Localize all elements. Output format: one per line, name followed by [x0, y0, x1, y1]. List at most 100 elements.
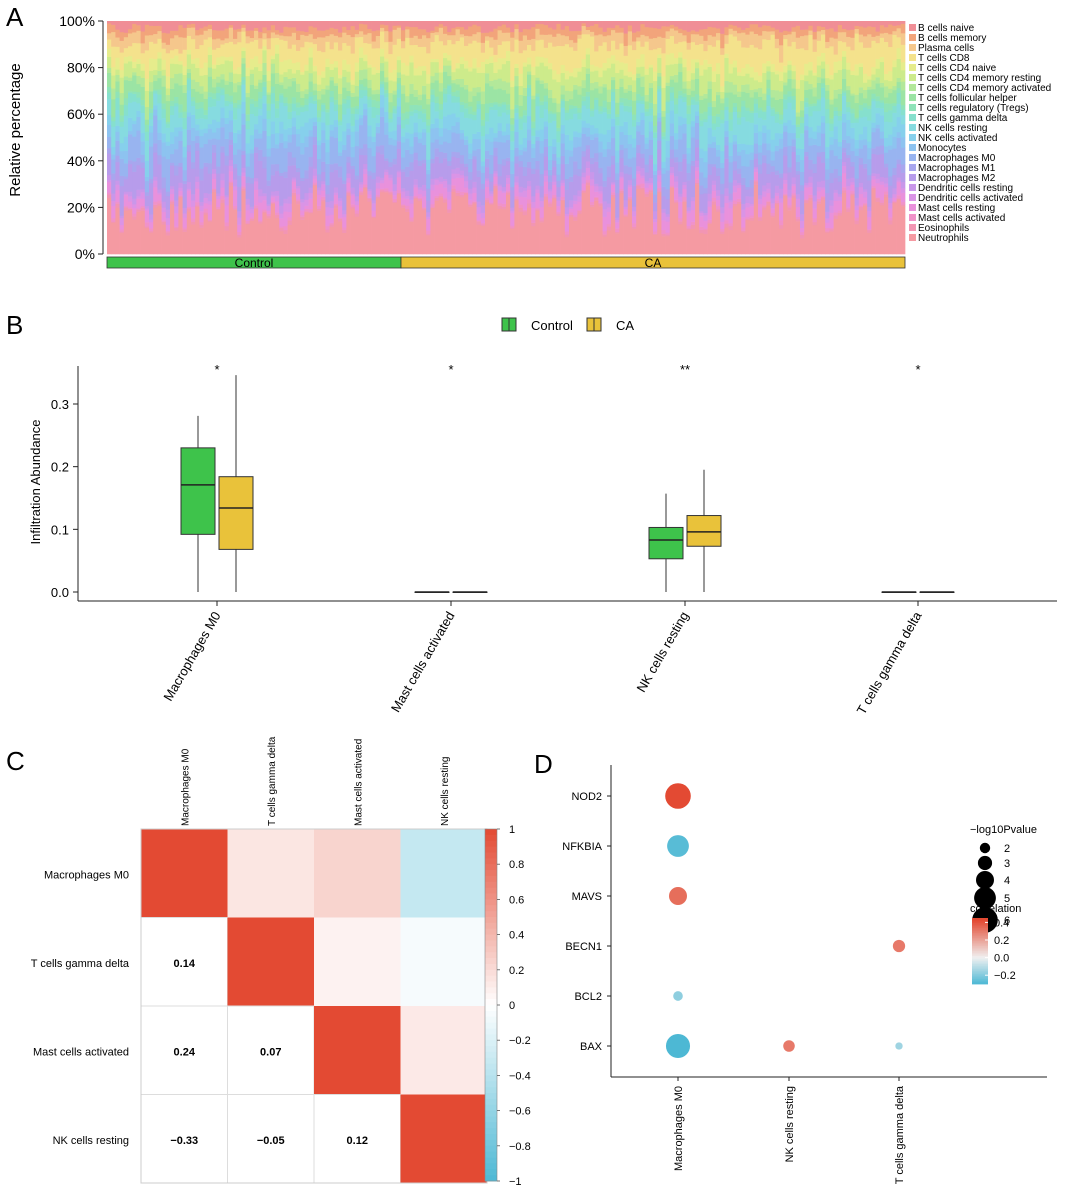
panel-a-bar-segment — [556, 196, 561, 201]
panel-a-bar-segment — [627, 198, 633, 201]
panel-a-bar-segment — [107, 92, 112, 100]
panel-a-bar-segment — [611, 137, 616, 156]
panel-a-bar-segment — [678, 63, 683, 73]
panel-a-bar-segment — [611, 181, 616, 184]
panel-a-bar-segment — [900, 114, 906, 125]
panel-a-bar-segment — [514, 63, 519, 69]
panel-a-bar-segment — [846, 178, 851, 187]
panel-a-bar-segment — [182, 180, 188, 184]
panel-a-bar-segment — [165, 76, 171, 89]
panel-a-bar-segment — [333, 82, 339, 86]
panel-a-bar-segment — [598, 113, 603, 134]
panel-a-bar-segment — [686, 163, 692, 173]
panel-a-bar-segment — [703, 193, 708, 213]
panel-a-bar-segment — [850, 93, 855, 96]
panel-a-bar-segment — [552, 175, 557, 182]
panel-a-bar-segment — [896, 28, 902, 38]
panel-a-bar-segment — [165, 88, 171, 96]
panel-a-bar-segment — [153, 89, 158, 92]
size-legend-dot — [979, 842, 991, 854]
panel-a-bar-segment — [392, 130, 398, 140]
panel-a-bar-segment — [829, 79, 834, 100]
panel-a-bar-segment — [648, 115, 654, 122]
panel-a-bar-segment — [485, 199, 490, 203]
panel-a-bar-segment — [472, 138, 477, 151]
color-legend-step — [972, 972, 988, 975]
panel-a-bar-segment — [233, 167, 238, 180]
panel-a-bar-segment — [737, 203, 742, 255]
panel-a-bar-segment — [249, 84, 255, 99]
panel-a-bar-segment — [392, 145, 398, 159]
panel-a-bar-segment — [514, 156, 519, 164]
panel-a-bar-segment — [506, 160, 511, 176]
panel-a-bar-segment — [669, 52, 675, 65]
panel-a-bar-segment — [531, 26, 536, 39]
panel-a-bar-segment — [443, 152, 448, 159]
panel-a-bar-segment — [153, 207, 158, 255]
panel-a-bar-segment — [678, 21, 683, 29]
panel-a-bar-segment — [669, 166, 675, 174]
panel-a-bar-segment — [161, 187, 167, 202]
panel-a-bar-segment — [262, 45, 267, 51]
panel-a-bar-segment — [888, 197, 893, 204]
panel-a-bar-segment — [182, 92, 188, 112]
panel-a-bar-segment — [321, 130, 326, 143]
panel-a-bar-segment — [401, 74, 406, 86]
panel-a-bar-segment — [165, 33, 171, 45]
panel-a-bar-segment — [669, 86, 675, 93]
panel-a-bar-segment — [275, 100, 280, 109]
panel-a-bar-segment — [623, 216, 629, 255]
panel-a-bar-segment — [144, 131, 150, 141]
panel-a-bar-segment — [266, 135, 272, 149]
colorbar-step — [485, 1093, 497, 1100]
panel-a-bar-segment — [724, 131, 729, 137]
panel-a-bar-segment — [291, 117, 297, 127]
panel-a-bar-segment — [522, 187, 528, 191]
panel-a-bar-segment — [800, 214, 805, 221]
panel-a-bar-segment — [371, 136, 377, 142]
panel-a-bar-segment — [535, 136, 540, 141]
panel-a-bar-segment — [556, 127, 561, 132]
panel-a-bar-segment — [896, 159, 902, 165]
panel-a-bar-segment — [863, 204, 868, 206]
panel-a-bar-segment — [867, 147, 872, 160]
panel-a-bar-segment — [728, 199, 734, 202]
panel-a-bar-segment — [875, 96, 881, 102]
panel-a-bar-segment — [270, 147, 276, 165]
panel-a-bar-segment — [417, 138, 423, 144]
panel-a-bar-segment — [653, 233, 658, 235]
panel-a-bar-segment — [254, 209, 259, 255]
panel-a-bar-segment — [170, 63, 175, 79]
panel-a-bar-segment — [275, 163, 280, 172]
panel-a-bar-segment — [283, 203, 288, 212]
panel-a-bar-segment — [699, 157, 704, 173]
panel-a-bar-segment — [426, 53, 431, 75]
panel-a-bar-segment — [220, 117, 225, 128]
panel-a-bar-segment — [590, 139, 595, 158]
panel-a-bar-segment — [657, 21, 662, 29]
panel-a-bar-segment — [879, 99, 885, 103]
panel-a-bar-segment — [119, 215, 125, 219]
panel-a-bar-segment — [800, 100, 805, 111]
panel-a-bar-segment — [573, 67, 578, 78]
panel-a-bar-segment — [581, 96, 587, 102]
panel-a-bar-segment — [325, 35, 330, 42]
panel-a-bar-segment — [161, 207, 167, 213]
panel-a-bar-segment — [472, 192, 477, 202]
panel-a-bar-segment — [791, 195, 797, 198]
colorbar-step — [485, 917, 497, 924]
panel-a-bar-segment — [207, 173, 213, 194]
panel-a-bar-segment — [258, 138, 263, 150]
panel-a-bar-segment — [850, 29, 855, 38]
panel-a-bar-segment — [598, 111, 603, 114]
panel-a-bar-segment — [296, 167, 301, 173]
panel-a-bar-segment — [514, 198, 519, 201]
panel-a-bar-segment — [178, 21, 183, 26]
panel-a-bar-segment — [497, 130, 503, 143]
panel-a-bar-segment — [199, 44, 204, 69]
panel-a-bar-segment — [753, 71, 759, 81]
panel-a-bar-segment — [144, 90, 150, 108]
panel-a-bar-segment — [556, 73, 561, 83]
panel-a-bar-segment — [531, 66, 536, 76]
panel-a-bar-segment — [241, 186, 246, 189]
